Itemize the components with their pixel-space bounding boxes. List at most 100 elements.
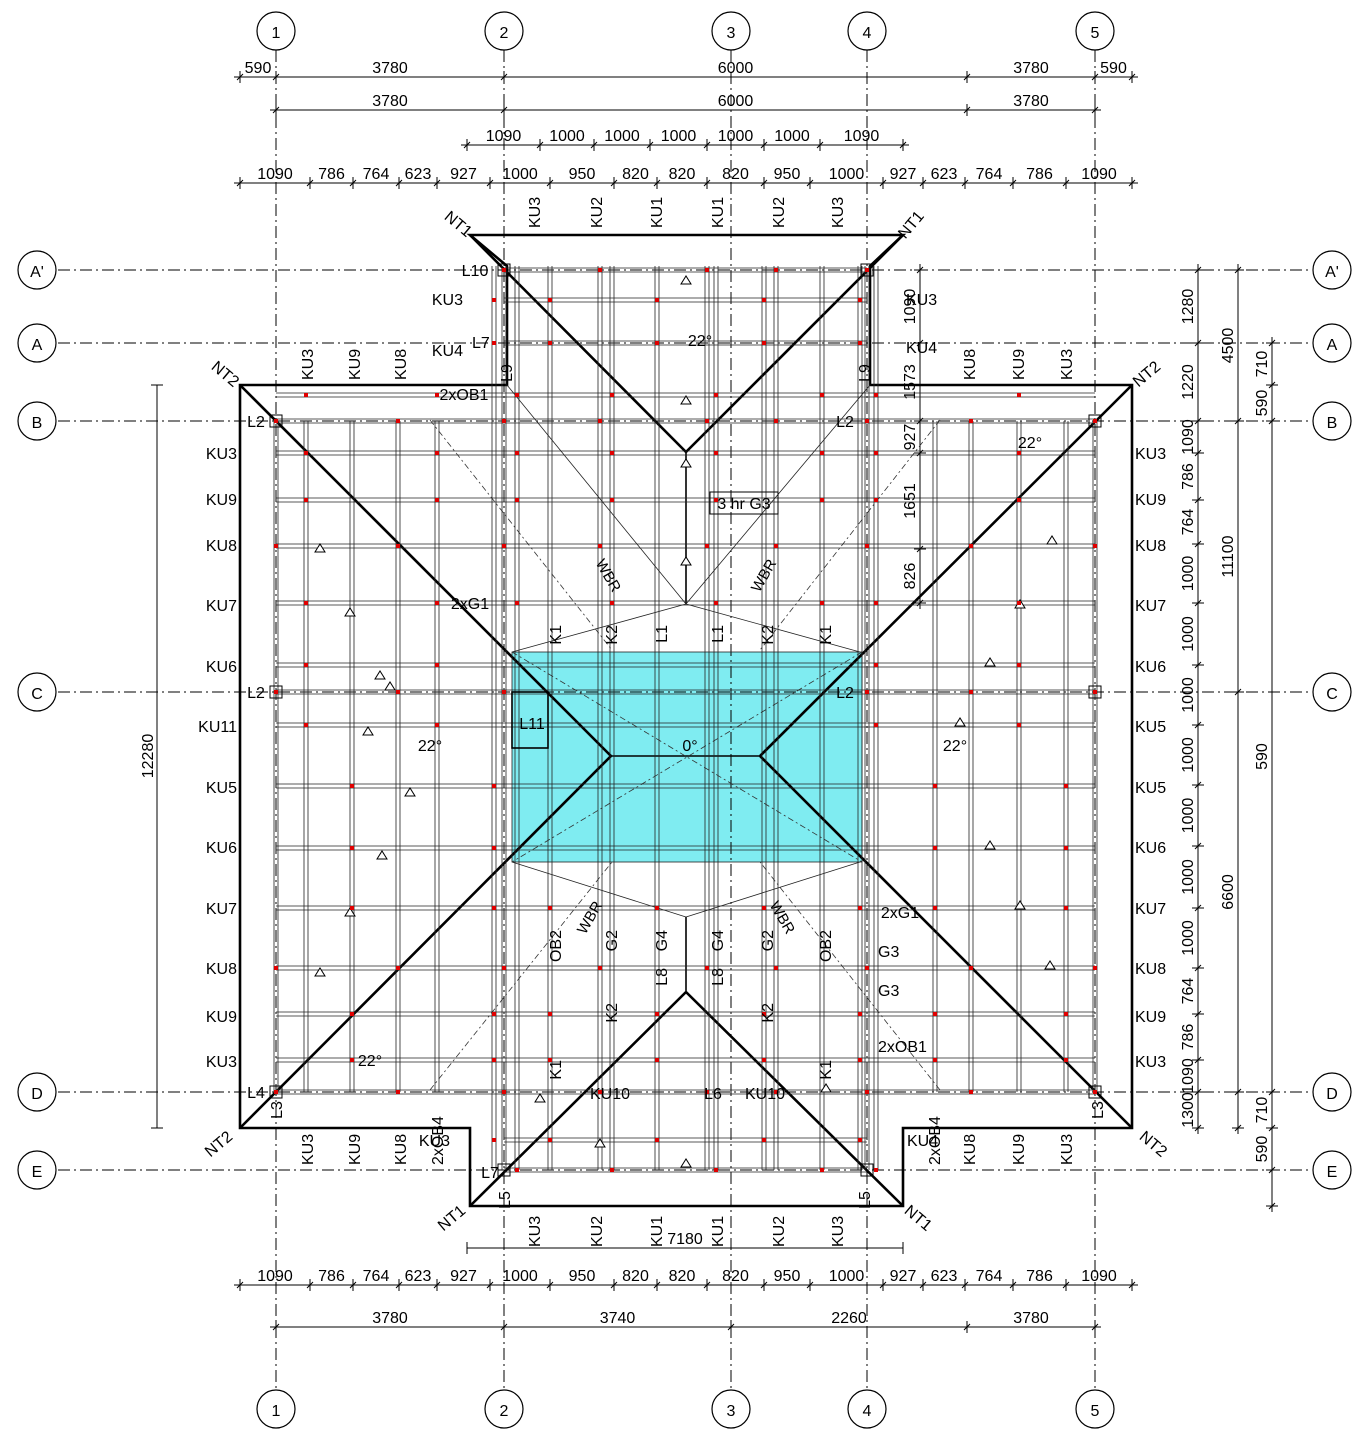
member-label: K1 — [818, 625, 835, 645]
dim-slash — [1091, 73, 1099, 81]
side-label-right: KU5 — [1135, 780, 1166, 797]
dim-slash — [916, 339, 924, 347]
wing-label: KU8 — [962, 349, 979, 380]
side-label-right: KU6 — [1135, 840, 1166, 857]
dim-text: 786 — [1180, 463, 1197, 490]
member-mark — [820, 393, 824, 397]
l2-label: L2 — [836, 685, 854, 702]
dim-text: 820 — [669, 1268, 696, 1285]
member-mark — [969, 544, 973, 548]
dim-slash — [433, 179, 441, 187]
ku3-label: KU3 — [906, 292, 937, 309]
member-mark — [969, 419, 973, 423]
side-label-left: KU9 — [206, 1009, 237, 1026]
member-mark — [874, 663, 878, 667]
member-mark — [435, 498, 439, 502]
dim-text: 786 — [1180, 1024, 1197, 1051]
member-mark — [1093, 690, 1097, 694]
wbr-label: WBR — [748, 556, 780, 595]
dim-slash — [1234, 1124, 1242, 1132]
dim-slash — [1194, 661, 1202, 669]
dim-text: 1090 — [257, 166, 293, 183]
member-mark — [762, 1138, 766, 1142]
dash-line — [511, 651, 863, 863]
load-arrow — [362, 726, 374, 736]
member-mark — [705, 1090, 709, 1094]
dim-slash — [1091, 1323, 1099, 1331]
valley-line — [685, 861, 861, 918]
grid-bubble-label: C — [1326, 686, 1338, 703]
dim-slash — [1091, 106, 1099, 114]
load-arrow — [984, 840, 996, 850]
dim-slash — [879, 1281, 887, 1289]
nt2-label: NT2 — [1130, 358, 1164, 391]
member-mark — [1064, 784, 1068, 788]
member-mark — [515, 1168, 519, 1172]
member-mark — [610, 1168, 614, 1172]
member-mark — [304, 451, 308, 455]
side-label-left: KU11 — [198, 719, 237, 736]
member-mark — [714, 393, 718, 397]
member-marks — [274, 268, 1097, 1172]
member-mark — [865, 544, 869, 548]
side-label-left: KU7 — [206, 901, 237, 918]
member-mark — [350, 1058, 354, 1062]
side-label-right: KU3 — [1135, 446, 1166, 463]
side-label-right: KU8 — [1135, 961, 1166, 978]
hip-line — [239, 755, 612, 1129]
support-box — [497, 1163, 511, 1177]
dim-text: 1000 — [829, 1268, 865, 1285]
dim-text: 1090 — [1180, 1058, 1197, 1094]
member-mark — [820, 601, 824, 605]
dim-slash — [916, 545, 924, 553]
member-mark — [515, 498, 519, 502]
member-mark — [762, 906, 766, 910]
member-mark — [435, 601, 439, 605]
member-mark — [435, 723, 439, 727]
dim-slash — [1194, 599, 1202, 607]
dim-text: 1000 — [1180, 798, 1197, 834]
member-mark — [933, 906, 937, 910]
dim-slash — [1194, 964, 1202, 972]
dim-text: 1000 — [718, 128, 754, 145]
load-arrow — [954, 717, 966, 727]
dim-slash — [500, 106, 508, 114]
side-label-left: KU7 — [206, 598, 237, 615]
member-mark — [714, 451, 718, 455]
dim-slash — [536, 141, 544, 149]
grid-bubble — [256, 1389, 296, 1429]
member-mark — [350, 784, 354, 788]
dim-slash — [703, 1281, 711, 1289]
dim-slash — [1268, 339, 1276, 347]
dim-text: 1090 — [1180, 419, 1197, 455]
l3-label: L3 — [1090, 1101, 1107, 1119]
l7-label: L7 — [481, 1165, 499, 1182]
member-label: L1 — [654, 625, 671, 643]
dim-text: 786 — [318, 166, 345, 183]
dim-slash — [1194, 781, 1202, 789]
member-mark — [548, 1058, 552, 1062]
dim-text: 590 — [1254, 743, 1271, 770]
grid-axes — [58, 50, 1312, 1390]
dim-text: 1090 — [1081, 166, 1117, 183]
hip-line — [239, 384, 612, 757]
member-mark — [350, 846, 354, 850]
side-label-left: KU3 — [206, 446, 237, 463]
dim-text: 764 — [976, 166, 1003, 183]
grid-bubble — [484, 11, 524, 51]
member-mark — [969, 1090, 973, 1094]
grid-bubble-label: 5 — [1091, 25, 1100, 42]
grid-bubble — [1312, 323, 1352, 363]
load-arrow — [344, 607, 356, 617]
l9-label: L9 — [499, 364, 516, 382]
pitch-label: 22° — [688, 333, 712, 350]
dim-text: 764 — [1180, 978, 1197, 1005]
member-label: G4 — [710, 930, 727, 951]
dim-slash — [1268, 1166, 1276, 1174]
member-mark — [350, 906, 354, 910]
dim-text: 1000 — [1180, 859, 1197, 895]
dim-slash — [1194, 417, 1202, 425]
nt1-label: NT1 — [901, 1202, 935, 1235]
ku4-label: KU4 — [907, 1133, 938, 1150]
truss-label-top: KU1 — [710, 197, 727, 228]
